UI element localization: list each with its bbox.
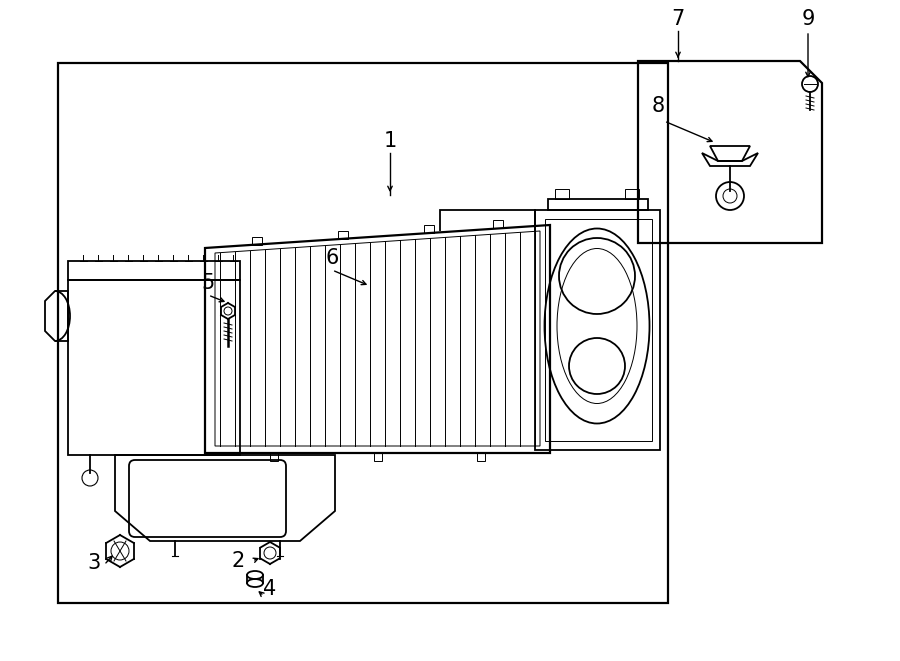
Text: 3: 3 bbox=[87, 553, 101, 573]
Bar bbox=[477, 453, 485, 461]
Bar bbox=[625, 189, 639, 199]
Bar bbox=[270, 453, 278, 461]
Text: 6: 6 bbox=[325, 248, 338, 268]
Bar bbox=[424, 225, 434, 233]
Text: 8: 8 bbox=[652, 96, 664, 116]
Text: 4: 4 bbox=[264, 579, 276, 599]
Text: 7: 7 bbox=[671, 9, 685, 29]
Bar bbox=[252, 237, 262, 245]
Text: 5: 5 bbox=[202, 273, 214, 293]
Bar bbox=[58, 63, 668, 603]
Text: 2: 2 bbox=[231, 551, 245, 571]
Bar bbox=[493, 221, 503, 229]
Bar bbox=[338, 231, 348, 239]
Text: 1: 1 bbox=[383, 131, 397, 151]
Bar bbox=[374, 453, 382, 461]
Text: 9: 9 bbox=[801, 9, 814, 29]
Bar bbox=[555, 189, 569, 199]
